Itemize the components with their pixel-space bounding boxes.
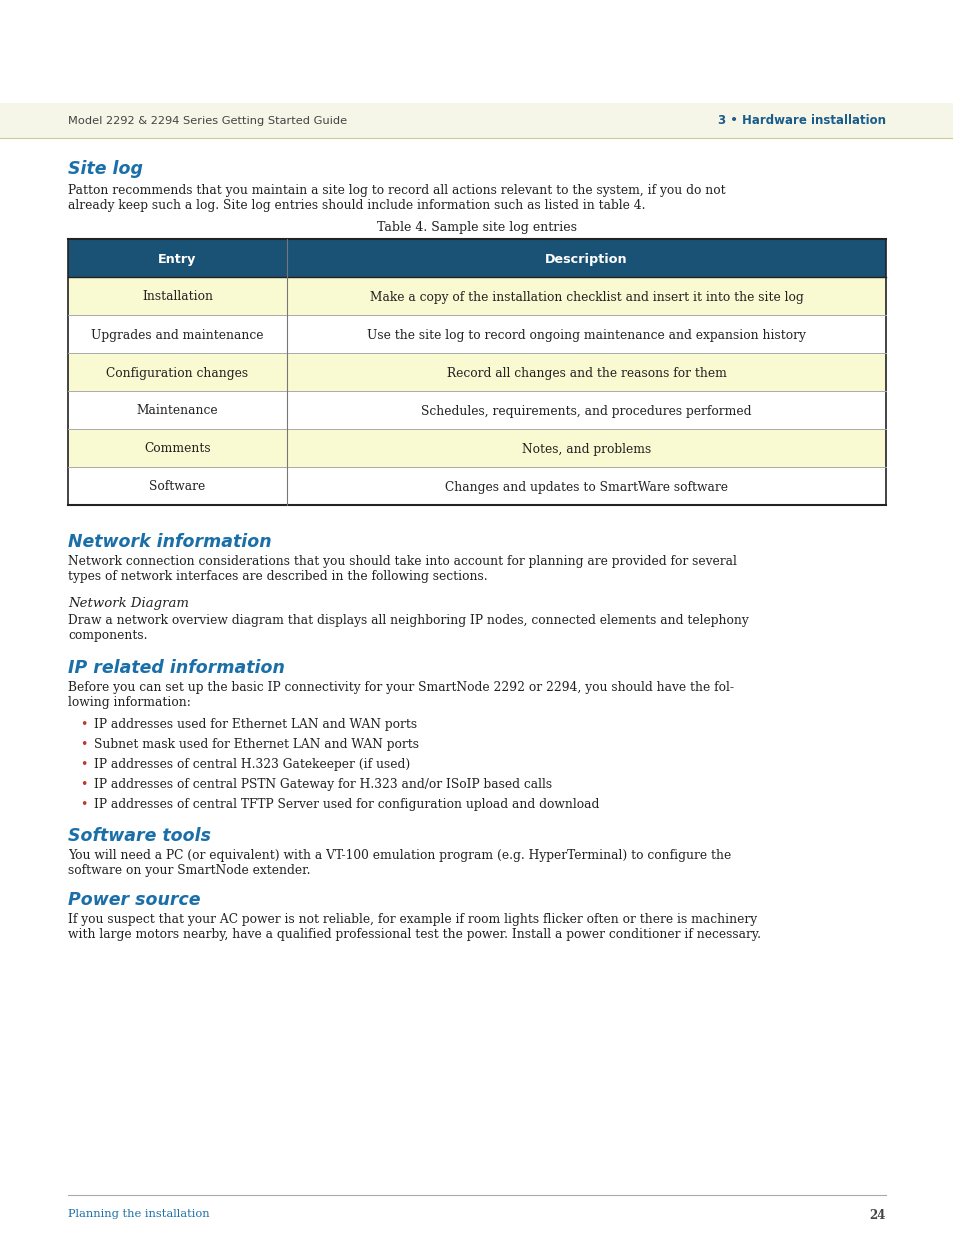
Text: Upgrades and maintenance: Upgrades and maintenance <box>91 329 263 342</box>
Text: •: • <box>80 739 88 751</box>
Bar <box>68 391 885 429</box>
Bar <box>68 277 885 315</box>
Text: Before you can set up the basic IP connectivity for your SmartNode 2292 or 2294,: Before you can set up the basic IP conne… <box>68 680 733 694</box>
Text: 24: 24 <box>869 1209 885 1221</box>
Text: lowing information:: lowing information: <box>68 697 191 709</box>
Text: types of network interfaces are described in the following sections.: types of network interfaces are describe… <box>68 571 487 583</box>
Text: IP addresses used for Ethernet LAN and WAN ports: IP addresses used for Ethernet LAN and W… <box>94 718 416 731</box>
Text: Use the site log to record ongoing maintenance and expansion history: Use the site log to record ongoing maint… <box>367 329 805 342</box>
Text: Power source: Power source <box>68 890 200 909</box>
Bar <box>68 467 885 505</box>
Text: •: • <box>80 798 88 811</box>
Text: •: • <box>80 758 88 771</box>
Text: Planning the installation: Planning the installation <box>68 1209 210 1219</box>
Text: IP related information: IP related information <box>68 659 285 677</box>
Text: Configuration changes: Configuration changes <box>107 367 249 379</box>
Text: Draw a network overview diagram that displays all neighboring IP nodes, connecte: Draw a network overview diagram that dis… <box>68 614 748 627</box>
Text: Schedules, requirements, and procedures performed: Schedules, requirements, and procedures … <box>421 405 751 417</box>
Text: Notes, and problems: Notes, and problems <box>521 442 651 456</box>
Text: Description: Description <box>544 252 627 266</box>
Text: components.: components. <box>68 629 148 642</box>
Text: IP addresses of central TFTP Server used for configuration upload and download: IP addresses of central TFTP Server used… <box>94 798 598 811</box>
Text: If you suspect that your AC power is not reliable, for example if room lights fl: If you suspect that your AC power is not… <box>68 913 757 926</box>
Bar <box>68 429 885 467</box>
Text: with large motors nearby, have a qualified professional test the power. Install : with large motors nearby, have a qualifi… <box>68 927 760 941</box>
Text: Network Diagram: Network Diagram <box>68 597 189 610</box>
Text: You will need a PC (or equivalent) with a VT-100 emulation program (e.g. HyperTe: You will need a PC (or equivalent) with … <box>68 848 731 862</box>
Text: IP addresses of central PSTN Gateway for H.323 and/or ISoIP based calls: IP addresses of central PSTN Gateway for… <box>94 778 552 790</box>
Text: Record all changes and the reasons for them: Record all changes and the reasons for t… <box>446 367 725 379</box>
Text: Maintenance: Maintenance <box>136 405 218 417</box>
Text: Comments: Comments <box>144 442 211 456</box>
Text: IP addresses of central H.323 Gatekeeper (if used): IP addresses of central H.323 Gatekeeper… <box>94 758 410 771</box>
Text: software on your SmartNode extender.: software on your SmartNode extender. <box>68 864 310 877</box>
Bar <box>68 240 885 277</box>
Text: Site log: Site log <box>68 161 143 178</box>
Text: Entry: Entry <box>158 252 196 266</box>
Text: Installation: Installation <box>142 290 213 304</box>
Text: Changes and updates to SmartWare software: Changes and updates to SmartWare softwar… <box>444 480 727 494</box>
Text: Model 2292 & 2294 Series Getting Started Guide: Model 2292 & 2294 Series Getting Started… <box>68 116 347 126</box>
Text: Software tools: Software tools <box>68 827 211 845</box>
Text: Software: Software <box>150 480 206 494</box>
Text: Network connection considerations that you should take into account for planning: Network connection considerations that y… <box>68 555 736 568</box>
Text: Table 4. Sample site log entries: Table 4. Sample site log entries <box>376 221 577 233</box>
Text: •: • <box>80 778 88 790</box>
Text: already keep such a log. Site log entries should include information such as lis: already keep such a log. Site log entrie… <box>68 199 645 212</box>
Text: Subnet mask used for Ethernet LAN and WAN ports: Subnet mask used for Ethernet LAN and WA… <box>94 739 418 751</box>
Text: 3 • Hardware installation: 3 • Hardware installation <box>718 114 885 127</box>
Bar <box>68 315 885 353</box>
Text: Make a copy of the installation checklist and insert it into the site log: Make a copy of the installation checklis… <box>369 290 802 304</box>
Text: Patton recommends that you maintain a site log to record all actions relevant to: Patton recommends that you maintain a si… <box>68 184 725 198</box>
Bar <box>0 103 953 138</box>
Text: Network information: Network information <box>68 534 272 551</box>
Bar <box>68 353 885 391</box>
Text: •: • <box>80 718 88 731</box>
